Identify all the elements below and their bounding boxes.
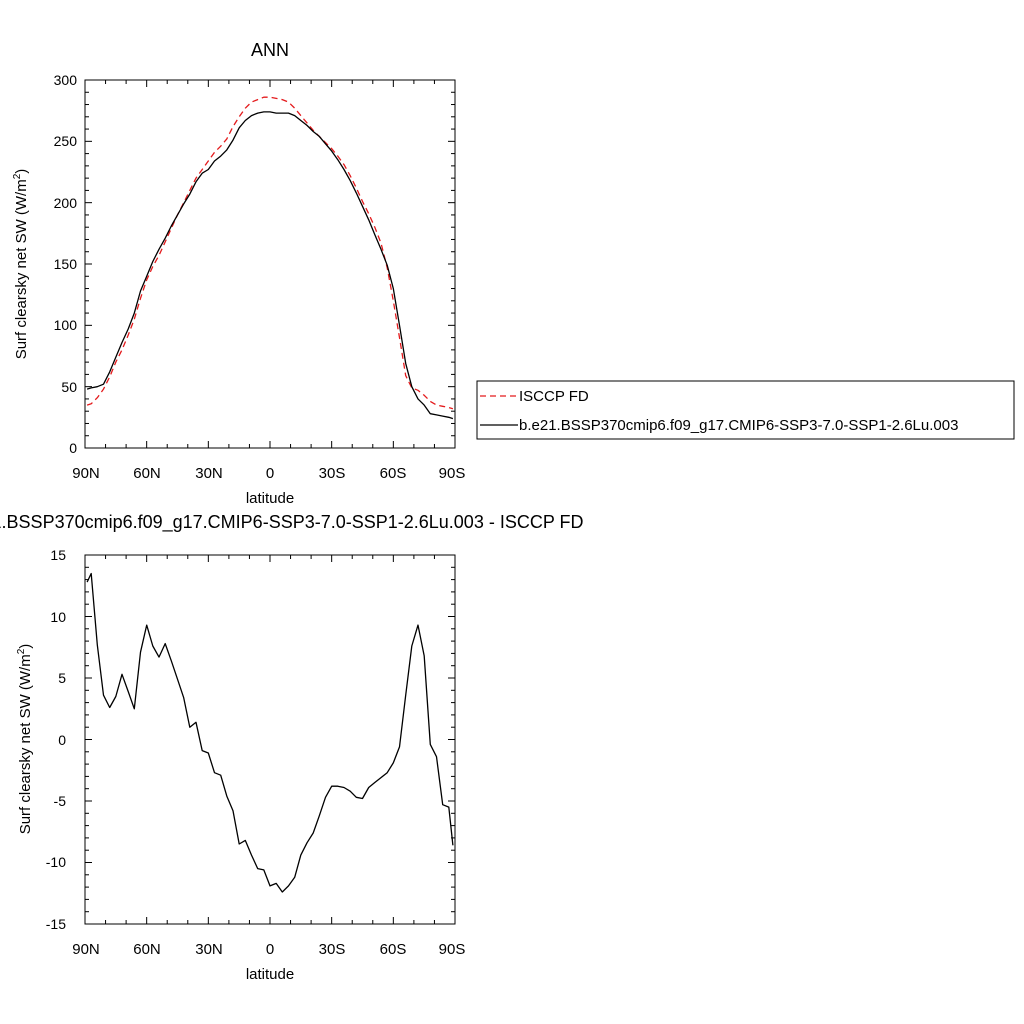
top-y-tick-label: 200 <box>54 195 78 211</box>
bottom-chart-title: b.e21.BSSP370cmip6.f09_g17.CMIP6-SSP3-7.… <box>0 512 584 533</box>
bottom-y-tick-label: 0 <box>58 732 66 748</box>
bottom-panel: b.e21.BSSP370cmip6.f09_g17.CMIP6-SSP3-7.… <box>0 512 584 983</box>
top-y-tick-label: 100 <box>54 317 78 333</box>
legend-box <box>476 380 1015 440</box>
top-x-tick-label: 90S <box>439 465 466 482</box>
top-y-tick-label: 150 <box>54 256 78 272</box>
bottom-y-tick-label: -15 <box>46 916 66 932</box>
bottom-x-tick-labels: 90N 60N 30N 0 30S 60S 90S <box>72 941 465 958</box>
top-y-tick-label: 300 <box>54 72 78 88</box>
top-y-tick-labels: 0 50 100 150 200 250 300 <box>54 72 78 456</box>
bottom-y-tick-label: -10 <box>46 854 66 870</box>
bottom-series-line-0 <box>86 572 454 893</box>
top-panel: ANN 0 50 100 150 200 250 300 90N 60N 30N… <box>12 40 465 507</box>
bottom-y-tick-label: -5 <box>54 793 67 809</box>
top-x-tick-label: 90N <box>72 465 100 482</box>
top-series-line-1 <box>86 111 454 420</box>
bottom-y-axis-label-main: Surf clearsky net SW (W/m <box>17 654 34 834</box>
bottom-y-tick-labels: -15 -10 -5 0 5 10 15 <box>46 547 66 932</box>
top-x-tick-label: 0 <box>266 465 274 482</box>
top-y-axis-label-close: ) <box>13 169 30 174</box>
top-x-tick-label: 60N <box>133 465 161 482</box>
bottom-x-tick-label: 30S <box>319 941 346 958</box>
top-y-tick-label: 0 <box>69 440 77 456</box>
bottom-x-tick-label: 0 <box>266 941 274 958</box>
legend-label-isccp: ISCCP FD <box>519 388 589 405</box>
top-axis-ticks <box>84 79 456 449</box>
bottom-x-axis-label: latitude <box>246 966 294 983</box>
top-plot-frame <box>84 79 456 449</box>
top-x-tick-label: 30S <box>319 465 346 482</box>
top-y-tick-label: 250 <box>54 133 78 149</box>
bottom-y-tick-label: 15 <box>50 547 66 563</box>
legend-label-model: b.e21.BSSP370cmip6.f09_g17.CMIP6-SSP3-7.… <box>519 417 958 434</box>
top-x-tick-label: 30N <box>195 465 223 482</box>
bottom-y-tick-label: 10 <box>50 609 66 625</box>
top-x-axis-label: latitude <box>246 490 294 507</box>
top-x-tick-label: 60S <box>380 465 407 482</box>
bottom-y-tick-label: 5 <box>58 670 66 686</box>
bottom-x-tick-label: 90S <box>439 941 466 958</box>
legend: ISCCP FD b.e21.BSSP370cmip6.f09_g17.CMIP… <box>476 380 1015 440</box>
top-series-line-0 <box>86 96 454 410</box>
top-y-tick-label: 50 <box>61 379 77 395</box>
bottom-x-tick-label: 90N <box>72 941 100 958</box>
bottom-series-layer <box>86 572 454 893</box>
bottom-y-axis-label: Surf clearsky net SW (W/m2) <box>16 644 34 835</box>
bottom-x-tick-label: 30N <box>195 941 223 958</box>
top-y-axis-label: Surf clearsky net SW (W/m2) <box>12 169 30 360</box>
top-chart-title: ANN <box>251 40 289 60</box>
bottom-x-tick-label: 60S <box>380 941 407 958</box>
top-series-layer <box>86 96 454 420</box>
bottom-y-axis-label-superscript: 2 <box>16 648 27 654</box>
bottom-y-axis-label-close: ) <box>17 644 34 649</box>
top-y-axis-label-main: Surf clearsky net SW (W/m <box>13 179 30 359</box>
bottom-plot-frame <box>84 554 456 925</box>
bottom-x-tick-label: 60N <box>133 941 161 958</box>
bottom-axis-ticks <box>84 554 456 925</box>
top-x-tick-labels: 90N 60N 30N 0 30S 60S 90S <box>72 465 465 482</box>
top-y-axis-label-superscript: 2 <box>12 173 23 179</box>
